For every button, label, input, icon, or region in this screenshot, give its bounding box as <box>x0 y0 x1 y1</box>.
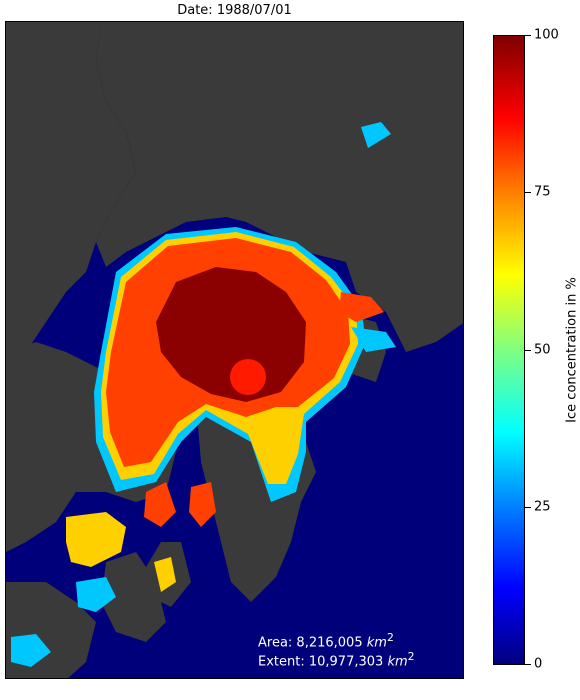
colorbar-tick-label-50: 50 <box>534 342 551 358</box>
extent-value: Extent: 10,977,303 <box>258 654 384 670</box>
colorbar-tick-label-100: 100 <box>534 27 559 43</box>
colorbar-tick-label-0: 0 <box>534 656 543 672</box>
colorbar-tick-25 <box>525 507 531 508</box>
colorbar-tick-50 <box>525 350 531 351</box>
colorbar <box>493 35 525 665</box>
colorbar-tick-75 <box>525 192 531 193</box>
area-unit: km <box>366 635 387 651</box>
extent-stat: Extent: 10,977,303 km2 <box>258 650 415 669</box>
sea-ice-map <box>5 21 464 679</box>
ice-core <box>156 267 306 402</box>
pole-hole <box>230 359 266 395</box>
archipelago-ice <box>11 122 396 667</box>
area-unit-exp: 2 <box>386 631 394 644</box>
colorbar-tick-100 <box>525 35 531 36</box>
colorbar-tick-label-25: 25 <box>534 499 551 515</box>
map-title: Date: 1988/07/01 <box>177 3 292 18</box>
area-value: Area: 8,216,005 <box>258 635 363 651</box>
ice-stats: Area: 8,216,005 km2 Extent: 10,977,303 k… <box>258 631 415 670</box>
colorbar-tick-label-75: 75 <box>534 184 551 200</box>
area-stat: Area: 8,216,005 km2 <box>258 631 415 650</box>
extent-unit-exp: 2 <box>407 650 415 664</box>
colorbar-label: Ice concentration in % <box>564 277 580 423</box>
colorbar-tick-0 <box>525 664 531 665</box>
extent-unit: km <box>387 654 408 670</box>
